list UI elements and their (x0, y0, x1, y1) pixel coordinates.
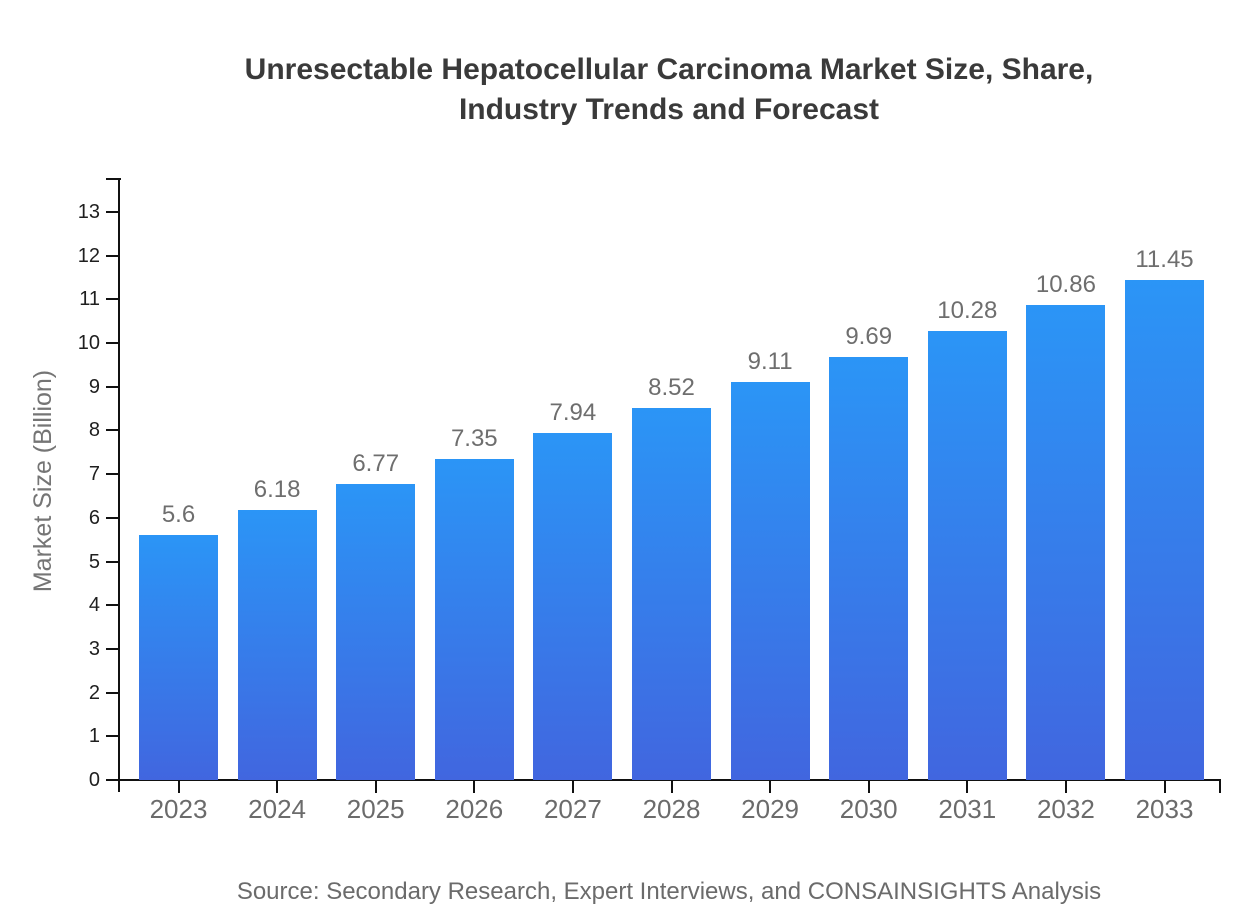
bar-value-label: 7.94 (549, 399, 597, 427)
x-tick-label: 2023 (149, 794, 208, 824)
y-tick-label: 3 (88, 637, 100, 660)
x-tick-label: 2024 (248, 794, 307, 824)
bar-value-label: 10.86 (1035, 271, 1096, 299)
y-axis-line (118, 178, 120, 792)
x-axis-tick (670, 780, 673, 793)
y-axis-tick (106, 342, 119, 344)
bar-value-label: 9.69 (845, 322, 893, 350)
bar (237, 509, 317, 780)
x-axis-end-cap (1219, 780, 1221, 793)
y-tick-label: 7 (88, 463, 100, 486)
y-tick-label: 12 (77, 244, 100, 267)
x-axis-tick (571, 780, 574, 793)
bar-value-label: 10.28 (937, 296, 998, 324)
x-axis-line (106, 779, 1221, 781)
y-axis-tick (106, 429, 119, 432)
bar-value-label: 8.52 (648, 373, 695, 401)
y-tick-label: 9 (88, 375, 100, 398)
x-tick-label: 2025 (346, 794, 405, 824)
y-axis-end-cap (106, 178, 121, 180)
x-axis-tick (374, 780, 377, 793)
y-axis-tick (106, 298, 119, 301)
bar-value-label: 5.6 (161, 501, 196, 529)
y-axis-tick (106, 647, 119, 650)
x-axis-tick (867, 780, 870, 793)
y-tick-label: 8 (88, 419, 100, 442)
bar (533, 433, 613, 780)
source-note: Source: Secondary Research, Expert Inter… (236, 878, 1102, 905)
bar (336, 484, 416, 780)
x-tick-label: 2031 (938, 794, 997, 824)
y-axis-tick (106, 735, 119, 738)
y-axis-tick (106, 385, 119, 388)
bar (927, 330, 1007, 780)
x-tick-label: 2030 (839, 794, 898, 824)
y-tick-label: 6 (88, 506, 100, 529)
y-axis-tick (106, 779, 119, 781)
chart-title-line1: Unresectable Hepatocellular Carcinoma Ma… (244, 53, 1094, 86)
x-axis-tick (966, 780, 969, 793)
x-tick-label: 2027 (543, 794, 602, 824)
x-tick-label: 2028 (642, 794, 701, 824)
bar (434, 458, 514, 780)
y-tick-label: 0 (88, 769, 100, 791)
y-axis-tick (106, 473, 119, 476)
bar-value-label: 9.11 (747, 347, 793, 375)
y-tick-label: 4 (88, 594, 100, 617)
y-axis-tick (106, 210, 119, 213)
x-tick-label: 2026 (445, 794, 504, 824)
bar (139, 535, 218, 780)
x-axis-tick (1064, 780, 1067, 793)
y-tick-label: 2 (88, 681, 100, 704)
bar-value-label: 6.18 (253, 475, 301, 503)
bar-value-label: 6.77 (352, 450, 400, 478)
x-axis-tick (473, 780, 476, 793)
y-tick-label: 11 (79, 288, 100, 311)
x-tick-label: 2032 (1036, 794, 1095, 824)
bar (829, 356, 909, 780)
x-axis-tick (276, 780, 279, 793)
y-tick-label: 10 (77, 332, 100, 354)
y-axis-tick (106, 560, 119, 563)
x-axis-tick (177, 780, 180, 793)
x-axis-tick (1163, 780, 1166, 793)
bar (1026, 305, 1106, 780)
y-tick-label: 5 (88, 550, 100, 573)
bar (1125, 279, 1204, 780)
x-tick-label: 2033 (1135, 794, 1194, 824)
chart-title: Unresectable Hepatocellular Carcinoma Ma… (117, 50, 1221, 130)
bar (730, 381, 810, 780)
bar-value-label: 7.35 (450, 424, 498, 452)
chart-title-line2: Industry Trends and Forecast (458, 93, 880, 126)
x-tick-label: 2029 (741, 794, 800, 824)
y-axis-tick (106, 604, 119, 607)
y-tick-label: 1 (88, 725, 100, 748)
bar (632, 407, 711, 780)
x-axis-tick (769, 780, 772, 793)
y-axis-tick (106, 254, 119, 257)
y-tick-label: 13 (77, 200, 100, 223)
bar-value-label: 11.45 (1135, 245, 1194, 273)
y-axis-tick (106, 516, 119, 519)
y-axis-tick (106, 691, 119, 694)
